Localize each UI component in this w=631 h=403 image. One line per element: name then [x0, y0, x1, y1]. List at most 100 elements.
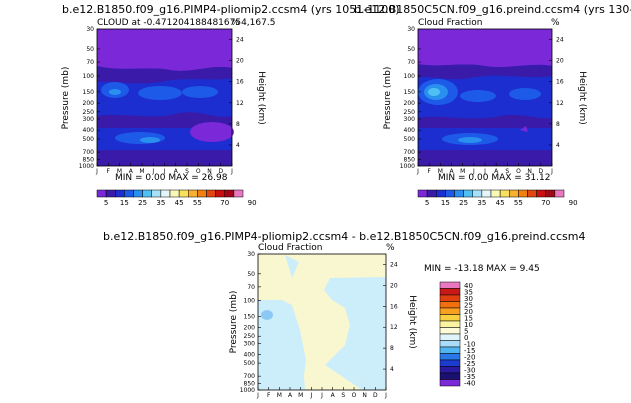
panel-3-y2label: Height (km)	[407, 295, 417, 349]
pressure-tick-label: 850	[244, 381, 256, 388]
pressure-tick-label: 500	[244, 360, 256, 367]
colorbar-label: 55	[514, 199, 523, 207]
height-tick-label: 4	[556, 142, 560, 149]
month-tick-label: J	[230, 168, 233, 175]
colorbar-swatch	[439, 353, 461, 361]
colorbar-label: 15	[464, 314, 473, 322]
panel-1-height-ticks: 24 20 16 12 8 4	[229, 37, 244, 149]
colorbar-swatch	[160, 189, 171, 198]
panel-2-fill-cloud-c	[428, 88, 440, 96]
colorbar-swatch	[481, 189, 492, 198]
panel-2-fill-low-b	[458, 137, 482, 143]
colorbar-swatch	[439, 320, 461, 328]
colorbar-swatch	[178, 189, 189, 198]
panel-1-subtitle: CLOUD at -0.4712041884816754,167.5	[97, 18, 275, 28]
month-tick-label: J	[256, 392, 259, 399]
panel-1-plot	[96, 28, 234, 167]
height-tick-label: 20	[390, 282, 398, 289]
panel-1: b.e12.B1850.f09_g16.PIMP4-pliomip2.ccsm4…	[61, 3, 400, 207]
panel-1-fill-cloud-c	[182, 86, 218, 98]
colorbar-swatch	[439, 372, 461, 380]
height-tick-label: 24	[556, 37, 564, 44]
month-tick-label: A	[331, 392, 336, 399]
height-tick-label: 12	[556, 100, 564, 107]
colorbar-label: 35	[464, 288, 473, 296]
panel-2-plot	[417, 28, 553, 167]
panel-2-fill-band	[418, 64, 552, 80]
month-tick-label: A	[494, 168, 499, 175]
pressure-tick-label: 700	[83, 149, 95, 156]
colorbar-label: 15	[441, 199, 450, 207]
panel-1-title: b.e12.B1850.f09_g16.PIMP4-pliomip2.ccsm4…	[62, 3, 400, 16]
month-tick-label: N	[362, 392, 367, 399]
colorbar-label: -20	[464, 353, 475, 361]
panel-1-fill-cloud-d	[109, 89, 121, 95]
colorbar-swatch	[490, 189, 501, 198]
pressure-tick-label: 250	[244, 333, 256, 340]
panel-1-fill-midlayer	[97, 112, 232, 128]
panel-2-fill-clear	[520, 126, 528, 132]
panel-3-ylabel: Pressure (mb)	[229, 291, 239, 354]
panel-1-y2label: Height (km)	[256, 71, 266, 125]
pressure-tick-label: 500	[83, 136, 95, 143]
colorbar-swatch	[439, 346, 461, 354]
colorbar-label: 5	[464, 327, 468, 335]
panel-2-percent: %	[551, 18, 560, 28]
colorbar-swatch	[224, 189, 235, 198]
pressure-tick-label: 700	[404, 149, 416, 156]
pressure-tick-label: 1000	[400, 163, 415, 170]
colorbar-swatch	[439, 340, 461, 348]
panel-2-fill-stratosphere	[418, 29, 552, 68]
pressure-tick-label: 100	[404, 73, 416, 80]
month-tick-label: J	[384, 392, 387, 399]
colorbar-swatch	[472, 189, 483, 198]
panel-2-subtitle: Cloud Fraction	[418, 18, 483, 28]
panel-2-title: b.e12.B1850C5CN.f09_g16.preind.ccsm4 (yr…	[354, 3, 631, 16]
colorbar-label: 40	[464, 282, 473, 290]
colorbar-swatch	[536, 189, 546, 198]
colorbar-label: 45	[496, 199, 505, 207]
pressure-tick-label: 50	[407, 46, 415, 53]
month-tick-label: J	[483, 168, 486, 175]
panel-1-fill-clear	[190, 122, 234, 142]
month-tick-label: J	[163, 168, 166, 175]
panel-3-fill-spot	[261, 310, 273, 320]
pressure-tick-label: 30	[86, 26, 94, 33]
month-tick-label: M	[460, 168, 465, 175]
height-tick-label: 20	[236, 58, 244, 65]
panel-1-fill-stratosphere	[97, 29, 232, 71]
height-tick-label: 24	[236, 37, 244, 44]
month-tick-label: D	[218, 168, 223, 175]
pressure-tick-label: 400	[83, 127, 95, 134]
month-tick-label: O	[516, 168, 521, 175]
pressure-tick-label: 250	[404, 109, 416, 116]
colorbar-swatch	[439, 333, 461, 341]
colorbar-label: -25	[464, 360, 475, 368]
panel-2: b.e12.B1850C5CN.f09_g16.preind.ccsm4 (yr…	[354, 3, 631, 207]
colorbar-swatch	[439, 294, 461, 302]
month-tick-label: O	[196, 168, 201, 175]
month-tick-label: M	[298, 392, 303, 399]
panel-2-fill-cloud-e	[509, 88, 541, 100]
pressure-tick-label: 30	[407, 26, 415, 33]
pressure-tick-label: 1000	[79, 163, 94, 170]
pressure-tick-label: 300	[244, 340, 256, 347]
month-tick-label: J	[416, 168, 419, 175]
month-tick-label: M	[438, 168, 443, 175]
month-tick-label: N	[207, 168, 212, 175]
colorbar-label: 70	[541, 199, 550, 207]
height-tick-label: 12	[390, 324, 398, 331]
colorbar-swatch	[439, 314, 461, 322]
month-tick-label: M	[277, 392, 282, 399]
colorbar-swatch	[206, 189, 216, 198]
panel-1-ylabel: Pressure (mb)	[61, 67, 71, 130]
colorbar-swatch	[105, 189, 116, 198]
height-tick-label: 4	[390, 366, 394, 373]
panel-3-title: b.e12.B1850.f09_g16.PIMP4-pliomip2.ccsm4…	[103, 230, 585, 243]
